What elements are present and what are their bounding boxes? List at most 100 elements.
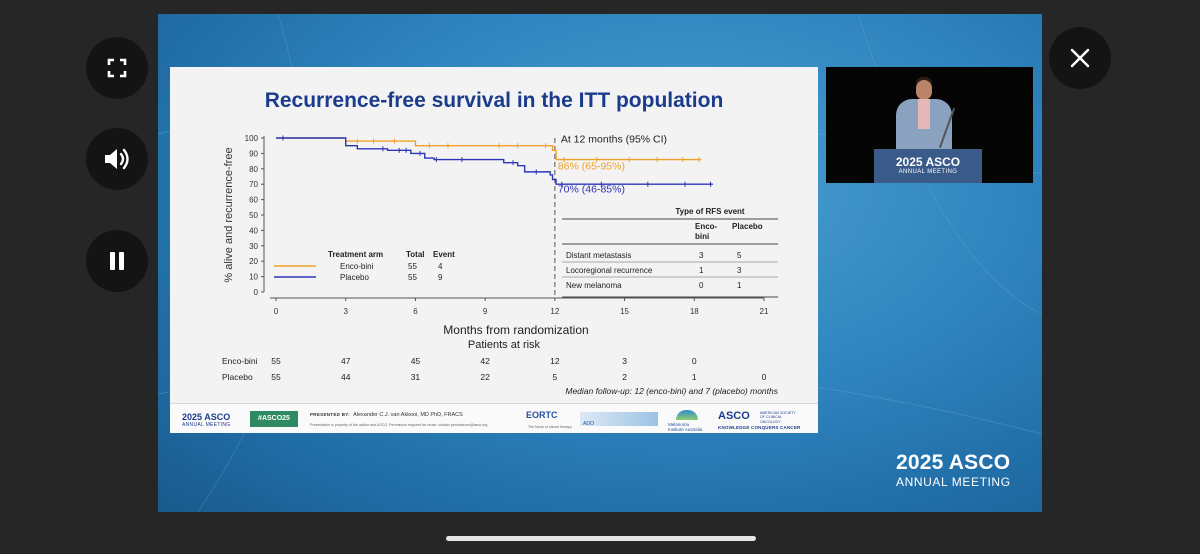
x-tick-label: 3 [343, 307, 348, 316]
at-risk-value: 55 [271, 372, 281, 382]
home-indicator[interactable] [446, 536, 756, 541]
x-tick-label: 21 [760, 307, 769, 316]
y-tick-label: 40 [249, 226, 258, 235]
x-tick-label: 18 [690, 307, 699, 316]
events-row-enco: 3 [699, 251, 704, 260]
mia-logo-text: Melanoma Institute Australia [668, 422, 702, 432]
y-tick-label: 10 [249, 273, 258, 282]
x-tick-label: 9 [483, 307, 488, 316]
presenter-name: Alexander C.J. van Akkooi, MD PhD, FRACS [353, 412, 463, 418]
events-row-type: Locoregional recurrence [566, 266, 653, 275]
legend-header: Treatment arm [328, 250, 383, 259]
ado-label: ADO [583, 421, 594, 427]
events-row-enco: 0 [699, 281, 704, 290]
at-risk-value: 3 [622, 356, 627, 366]
close-button[interactable] [1049, 27, 1111, 89]
speaker-head [916, 80, 932, 100]
pause-icon [110, 252, 124, 270]
volume-button[interactable] [86, 128, 148, 190]
legend-event: 9 [438, 273, 443, 282]
events-col-enco-2: bini [695, 232, 709, 241]
at-risk-value: 1 [692, 372, 697, 382]
podium: 2025 ASCO ANNUAL MEETING [874, 149, 982, 183]
y-tick-label: 50 [249, 211, 258, 220]
annotation-placebo: 70% (46-85%) [558, 184, 625, 196]
presented-by-label: PRESENTED BY: [310, 412, 351, 417]
y-tick-label: 20 [249, 257, 258, 266]
events-row-enco: 1 [699, 266, 704, 275]
podium-subtitle: ANNUAL MEETING [898, 169, 958, 175]
x-tick-label: 6 [413, 307, 418, 316]
ado-logo: ADO [580, 412, 658, 427]
at-risk-label: Placebo [222, 372, 253, 382]
footer-asco-subtitle: ANNUAL MEETING [182, 422, 231, 428]
mia-line1: Melanoma [668, 422, 690, 427]
footer-note: Presentation is property of the author a… [310, 423, 488, 427]
legend-total: 55 [408, 262, 417, 271]
legend-header: Event [433, 250, 455, 259]
events-col-enco: Enco- [695, 222, 718, 231]
at-risk-value: 2 [622, 372, 627, 382]
corner-asco-subtitle: ANNUAL MEETING [896, 475, 1011, 489]
at-risk-value: 0 [762, 372, 767, 382]
events-row-type: Distant metastasis [566, 251, 631, 260]
at-risk-value: 55 [271, 356, 281, 366]
footer-asco-logo: 2025 ASCO [182, 412, 231, 422]
asco-society-tagline: KNOWLEDGE CONQUERS CANCER [718, 425, 801, 430]
y-tick-label: 0 [254, 288, 259, 297]
speaker-video: 2025 ASCO ANNUAL MEETING [826, 67, 1033, 183]
at-risk-value: 42 [480, 356, 490, 366]
at-risk-value: 0 [692, 356, 697, 366]
y-tick-label: 70 [249, 180, 258, 189]
close-icon [1070, 48, 1090, 68]
annotation-heading: At 12 months (95% CI) [561, 134, 667, 146]
at-risk-value: 44 [341, 372, 351, 382]
followup-note: Median follow-up: 12 (enco-bini) and 7 (… [565, 386, 778, 396]
eortc-logo: EORTC [526, 410, 558, 420]
legend-header: Total [406, 250, 425, 259]
asco-society-name: AMERICAN SOCIETY OF CLINICAL ONCOLOGY [760, 411, 796, 424]
presentation-slide: Recurrence-free survival in the ITT popu… [170, 67, 818, 433]
eortc-tagline: The future of cancer therapy [528, 425, 572, 429]
legend-event: 4 [438, 262, 443, 271]
footer-presenter: PRESENTED BY: Alexander C.J. van Akkooi, … [310, 412, 463, 418]
at-risk-value: 5 [552, 372, 557, 382]
slide-title: Recurrence-free survival in the ITT popu… [264, 89, 724, 112]
legend-arm: Placebo [340, 273, 369, 282]
at-risk-label: Enco-bini [222, 356, 258, 366]
series-line-placebo [276, 137, 713, 185]
y-axis-label: % alive and recurrence-free [223, 147, 235, 282]
y-tick-label: 60 [249, 196, 258, 205]
x-tick-label: 15 [620, 307, 629, 316]
fullscreen-icon [107, 58, 127, 78]
at-risk-value: 12 [550, 356, 560, 366]
volume-icon [105, 148, 129, 170]
footer-hashtag: #ASCO25 [250, 411, 298, 427]
events-row-placebo: 1 [737, 281, 742, 290]
speaker-shirt [918, 99, 930, 129]
at-risk-value: 31 [411, 372, 421, 382]
events-col-placebo: Placebo [732, 222, 763, 231]
mia-line2: Institute Australia [668, 427, 703, 432]
at-risk-title: Patients at risk [468, 339, 541, 351]
at-risk-value: 45 [411, 356, 421, 366]
pause-button[interactable] [86, 230, 148, 292]
events-row-type: New melanoma [566, 281, 622, 290]
y-tick-label: 80 [249, 165, 258, 174]
events-row-placebo: 3 [737, 266, 742, 275]
podium-logo: 2025 ASCO [895, 155, 961, 169]
at-risk-value: 22 [480, 372, 490, 382]
y-tick-label: 30 [249, 242, 258, 251]
y-tick-label: 90 [249, 149, 258, 158]
fullscreen-button[interactable] [86, 37, 148, 99]
legend-total: 55 [408, 273, 417, 282]
slide-footer: 2025 ASCO ANNUAL MEETING #ASCO25 PRESENT… [170, 403, 818, 433]
y-tick-label: 100 [245, 134, 259, 143]
mia-logo-icon [676, 410, 698, 420]
corner-asco-logo: 2025 ASCO [896, 451, 1011, 474]
x-tick-label: 12 [550, 307, 559, 316]
x-axis-label: Months from randomization [443, 323, 588, 337]
annotation-enco: 86% (65-95%) [558, 161, 625, 173]
legend-arm: Enco-bini [340, 262, 374, 271]
